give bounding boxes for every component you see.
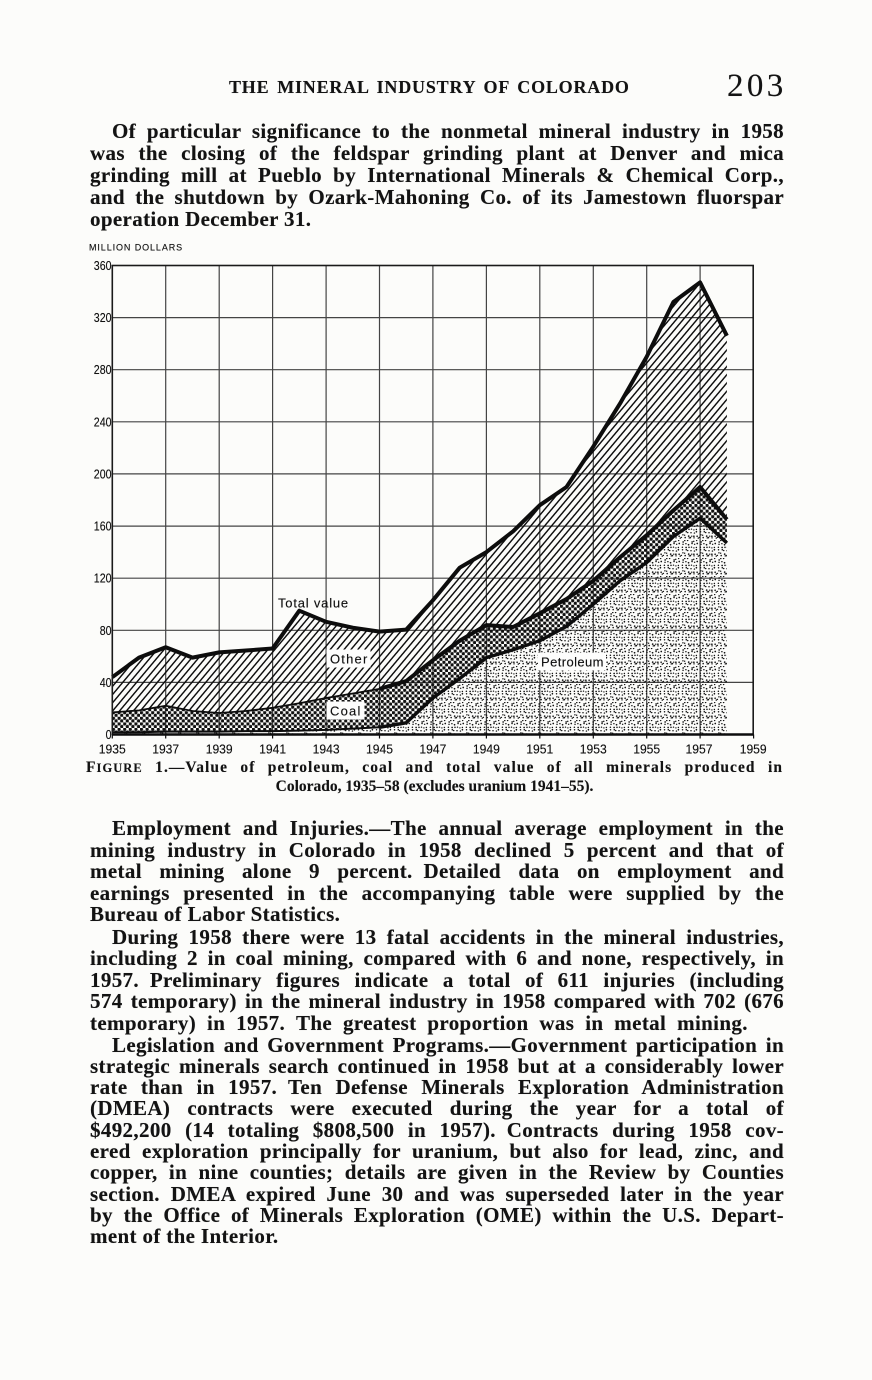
svg-text:240: 240: [94, 414, 112, 429]
svg-text:1951: 1951: [526, 742, 553, 757]
svg-text:320: 320: [94, 310, 112, 325]
svg-text:1937: 1937: [152, 742, 179, 757]
svg-text:1949: 1949: [473, 742, 500, 757]
svg-text:Petroleum: Petroleum: [541, 655, 604, 670]
svg-text:160: 160: [94, 519, 112, 534]
svg-text:1953: 1953: [580, 742, 607, 757]
svg-text:120: 120: [94, 571, 112, 586]
svg-text:1945: 1945: [366, 742, 393, 757]
svg-text:Other: Other: [330, 652, 369, 667]
svg-text:1957: 1957: [686, 742, 713, 757]
svg-text:80: 80: [100, 623, 112, 638]
svg-text:1939: 1939: [206, 742, 233, 757]
svg-text:1955: 1955: [633, 742, 660, 757]
svg-text:Total value: Total value: [278, 596, 349, 611]
svg-text:0: 0: [106, 727, 112, 742]
svg-text:1941: 1941: [259, 742, 286, 757]
svg-text:MILLION DOLLARS: MILLION DOLLARS: [89, 243, 183, 253]
svg-text:40: 40: [100, 675, 112, 690]
svg-text:360: 360: [94, 258, 112, 273]
svg-text:280: 280: [94, 362, 112, 377]
svg-text:Coal: Coal: [330, 704, 362, 719]
svg-text:1935: 1935: [99, 742, 126, 757]
svg-text:1947: 1947: [419, 742, 446, 757]
svg-text:200: 200: [94, 466, 112, 481]
svg-text:1959: 1959: [740, 742, 767, 757]
svg-text:1943: 1943: [313, 742, 340, 757]
